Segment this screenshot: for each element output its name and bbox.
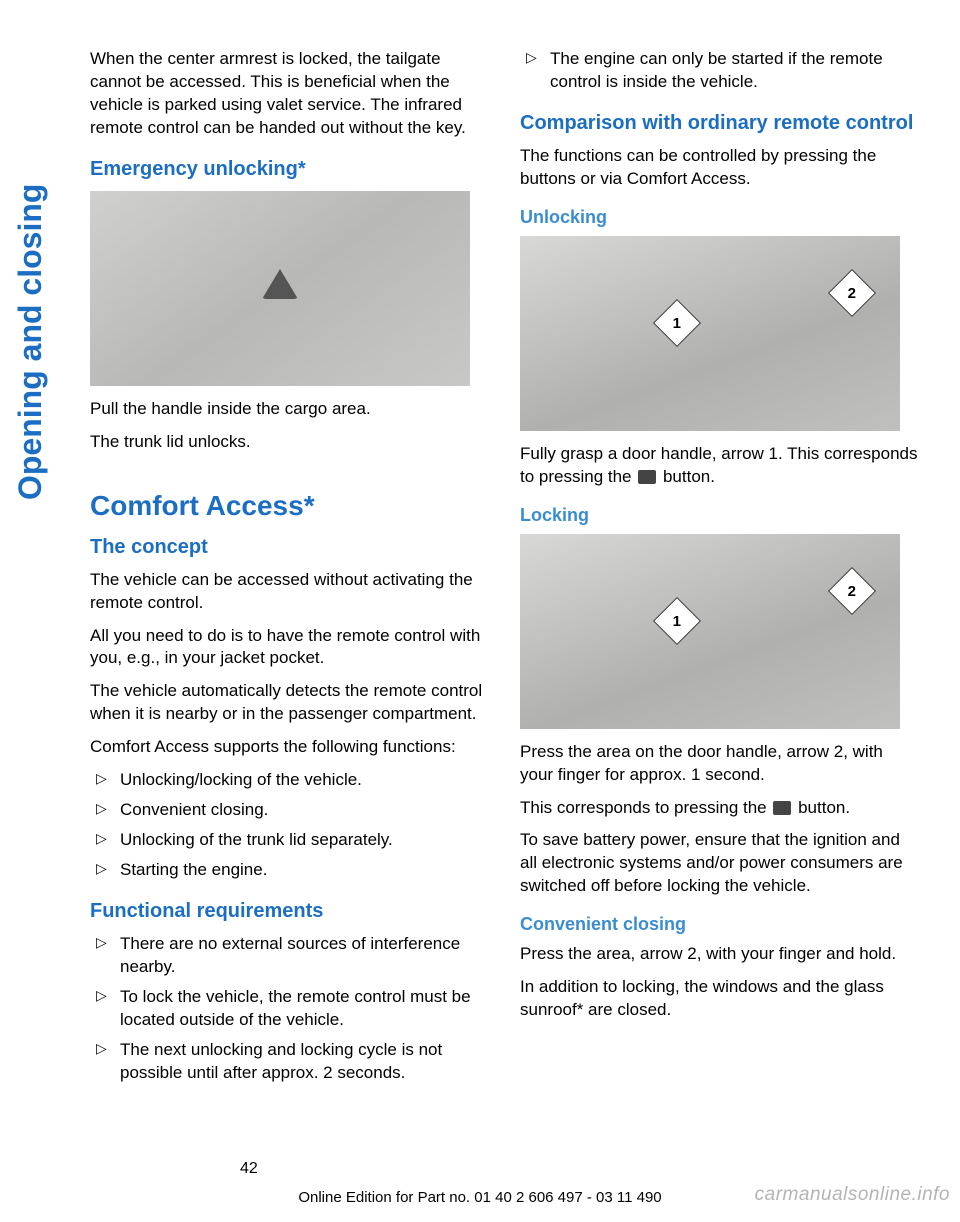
right-column: The engine can only be started if the re… — [520, 48, 920, 1095]
content-area: When the center armrest is locked, the t… — [90, 48, 940, 1095]
list-item: There are no external sources of interfe… — [90, 933, 490, 979]
unlocking-text-b: button. — [658, 467, 715, 486]
engine-start-list: The engine can only be started if the re… — [520, 48, 920, 94]
convenient-p1: Press the area, arrow 2, with your finge… — [520, 943, 920, 966]
cargo-text-2: The trunk lid unlocks. — [90, 431, 490, 454]
locking-p3: To save battery power, ensure that the i… — [520, 829, 920, 898]
locking-text-b: button. — [793, 798, 850, 817]
list-item: Unlocking of the trunk lid separately. — [90, 829, 490, 852]
concept-p1: The vehicle can be accessed without acti… — [90, 569, 490, 615]
left-column: When the center armrest is locked, the t… — [90, 48, 490, 1095]
unlock-button-icon — [638, 470, 656, 484]
arrow-label-1-icon: 1 — [653, 597, 701, 645]
arrow-label-2-icon: 2 — [828, 567, 876, 615]
locking-p2: This corresponds to pressing the button. — [520, 797, 920, 820]
watermark: carmanualsonline.info — [755, 1184, 950, 1206]
page-number: 42 — [240, 1160, 258, 1178]
list-item: Convenient closing. — [90, 799, 490, 822]
list-item: Unlocking/locking of the vehicle. — [90, 769, 490, 792]
unlocking-p: Fully grasp a door handle, arrow 1. This… — [520, 443, 920, 489]
intro-paragraph: When the center armrest is locked, the t… — [90, 48, 490, 140]
list-item: Starting the engine. — [90, 859, 490, 882]
unlocking-text-a: Fully grasp a door handle, arrow 1. This… — [520, 444, 918, 486]
heading-the-concept: The concept — [90, 536, 490, 559]
arrow-label-2-icon: 2 — [828, 269, 876, 317]
concept-p3: The vehicle automatically detects the re… — [90, 680, 490, 726]
convenient-p2: In addition to locking, the windows and … — [520, 976, 920, 1022]
section-vertical-title: Opening and closing — [12, 184, 49, 500]
list-item: The next unlocking and locking cycle is … — [90, 1039, 490, 1085]
concept-p2: All you need to do is to have the remote… — [90, 625, 490, 671]
figure-locking-handle: 1 2 — [520, 534, 900, 729]
list-item: To lock the vehicle, the remote control … — [90, 986, 490, 1032]
heading-convenient-closing: Convenient closing — [520, 914, 920, 935]
heading-functional-requirements: Functional requirements — [90, 900, 490, 923]
locking-p1: Press the area on the door handle, arrow… — [520, 741, 920, 787]
cargo-text-1: Pull the handle inside the cargo area. — [90, 398, 490, 421]
func-list: There are no external sources of interfe… — [90, 933, 490, 1085]
heading-unlocking: Unlocking — [520, 207, 920, 228]
heading-comparison: Comparison with ordinary remote control — [520, 112, 920, 135]
comparison-p: The functions can be controlled by press… — [520, 145, 920, 191]
concept-p4: Comfort Access supports the following fu… — [90, 736, 490, 759]
heading-locking: Locking — [520, 505, 920, 526]
figure-cargo-area — [90, 191, 470, 386]
heading-comfort-access: Comfort Access* — [90, 490, 490, 522]
list-item: The engine can only be started if the re… — [520, 48, 920, 94]
figure-unlocking-handle: 1 2 — [520, 236, 900, 431]
heading-emergency-unlocking: Emergency unlocking* — [90, 158, 490, 181]
lock-button-icon — [773, 801, 791, 815]
locking-text-a: This corresponds to pressing the — [520, 798, 771, 817]
arrow-label-1-icon: 1 — [653, 299, 701, 347]
concept-list: Unlocking/locking of the vehicle. Conven… — [90, 769, 490, 882]
